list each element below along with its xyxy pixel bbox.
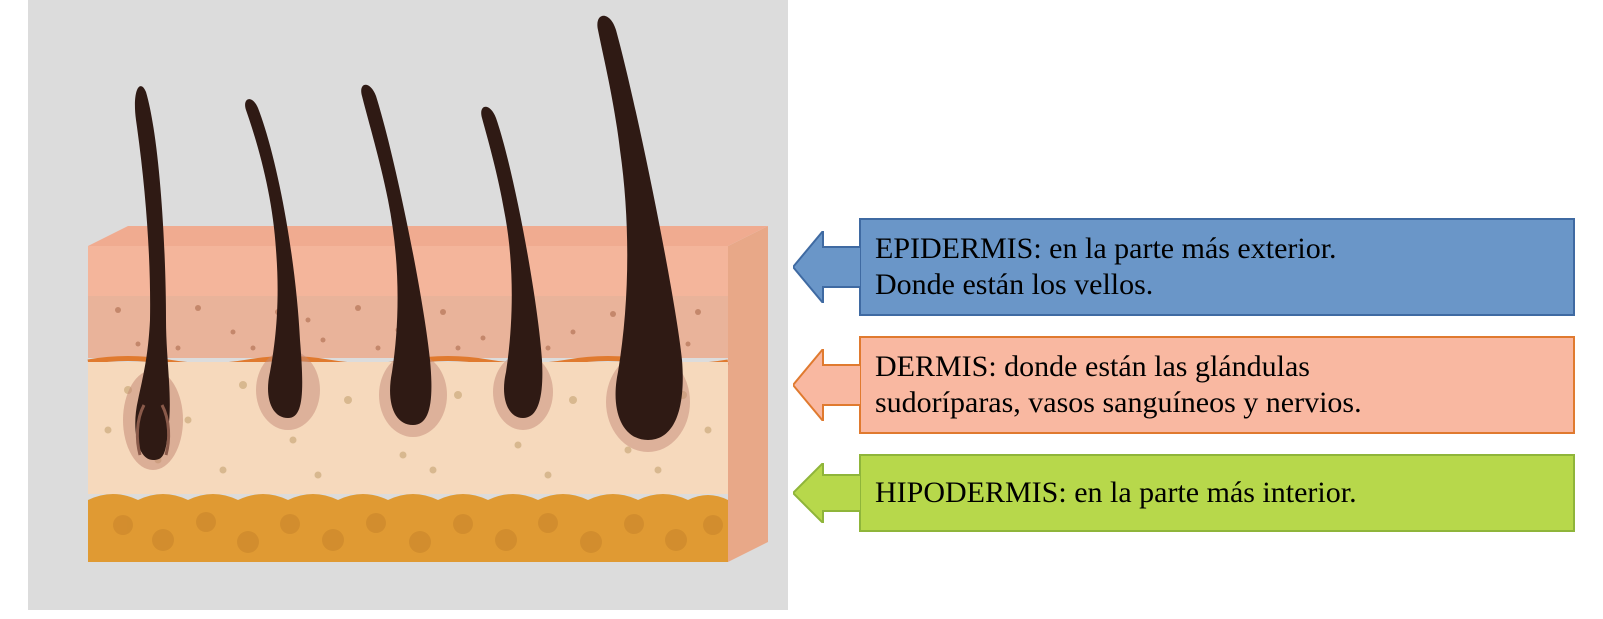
callout-arrow-icon	[793, 349, 861, 421]
skin-cross-section	[28, 0, 788, 610]
callout-text: EPIDERMIS: en la parte más exterior. Don…	[875, 231, 1337, 303]
callout-text: DERMIS: donde están las glándulas sudorí…	[875, 349, 1362, 421]
callout-epidermis: EPIDERMIS: en la parte más exterior. Don…	[859, 218, 1575, 316]
block-top-face	[88, 226, 768, 246]
callout-hipodermis: HIPODERMIS: en la parte más interior.	[859, 454, 1575, 532]
callout-arrow-icon	[793, 231, 861, 303]
callout-dermis: DERMIS: donde están las glándulas sudorí…	[859, 336, 1575, 434]
callout-arrow-icon	[793, 463, 861, 523]
callout-text: HIPODERMIS: en la parte más interior.	[875, 475, 1357, 511]
skin-svg	[28, 0, 788, 610]
block-right-face	[728, 226, 768, 562]
